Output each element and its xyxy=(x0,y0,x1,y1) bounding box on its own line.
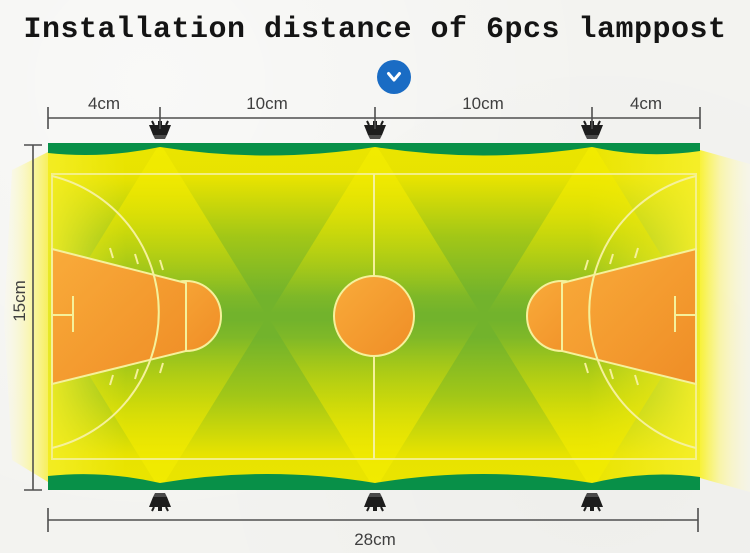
left-light-spill xyxy=(4,152,48,482)
chevron-down-icon xyxy=(377,60,411,94)
dim-label-height-15cm: 15cm xyxy=(10,280,29,322)
dim-label-right-4cm: 4cm xyxy=(629,94,663,113)
dim-label-left-10cm: 10cm xyxy=(246,94,288,113)
court-markings xyxy=(51,173,697,460)
floodlight-icon xyxy=(580,492,604,512)
dim-label-left-4cm: 4cm xyxy=(87,94,121,113)
bottom-dimension-line xyxy=(47,508,699,532)
dim-label-right-10cm: 10cm xyxy=(462,94,504,113)
left-dimension-line xyxy=(24,144,42,491)
page-title: Installation distance of 6pcs lamppost xyxy=(23,13,727,47)
floodlight-icon xyxy=(363,492,387,512)
dim-label-width-28cm: 28cm xyxy=(354,530,396,549)
floodlight-icon xyxy=(148,492,172,512)
top-dimension-line xyxy=(47,107,701,129)
right-light-spill xyxy=(700,150,750,492)
